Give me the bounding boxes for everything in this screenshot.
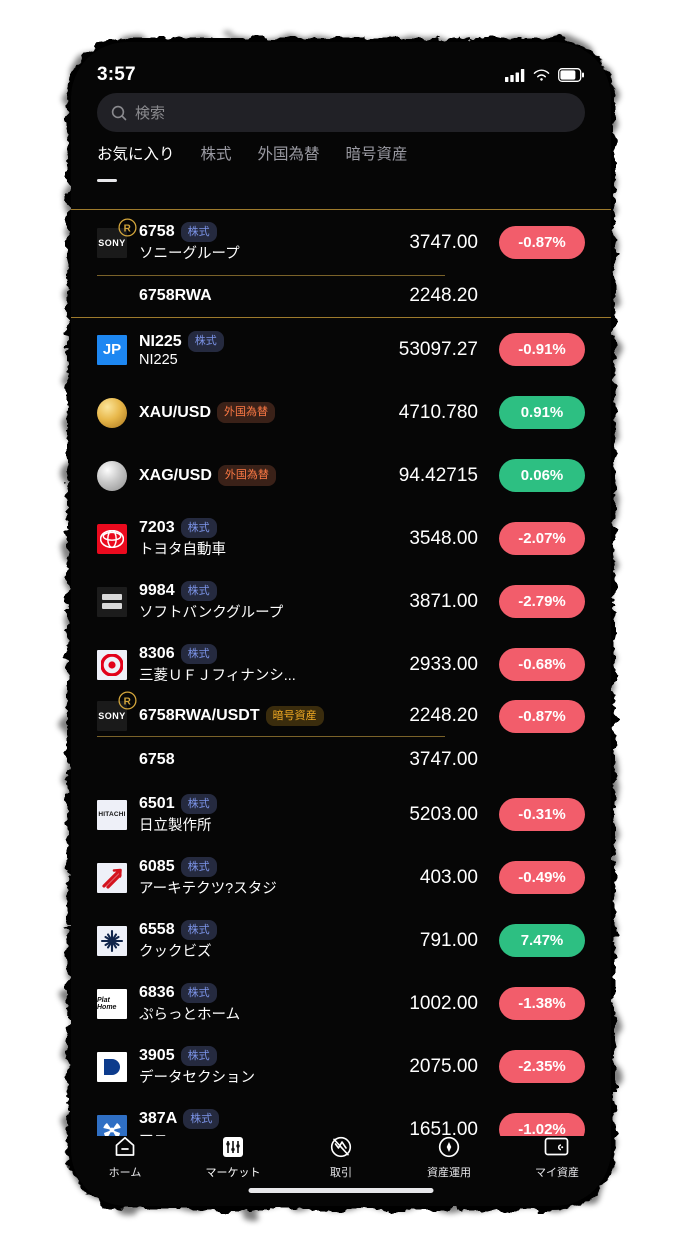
svg-text:R: R	[124, 223, 132, 234]
svg-text:R: R	[124, 696, 132, 707]
